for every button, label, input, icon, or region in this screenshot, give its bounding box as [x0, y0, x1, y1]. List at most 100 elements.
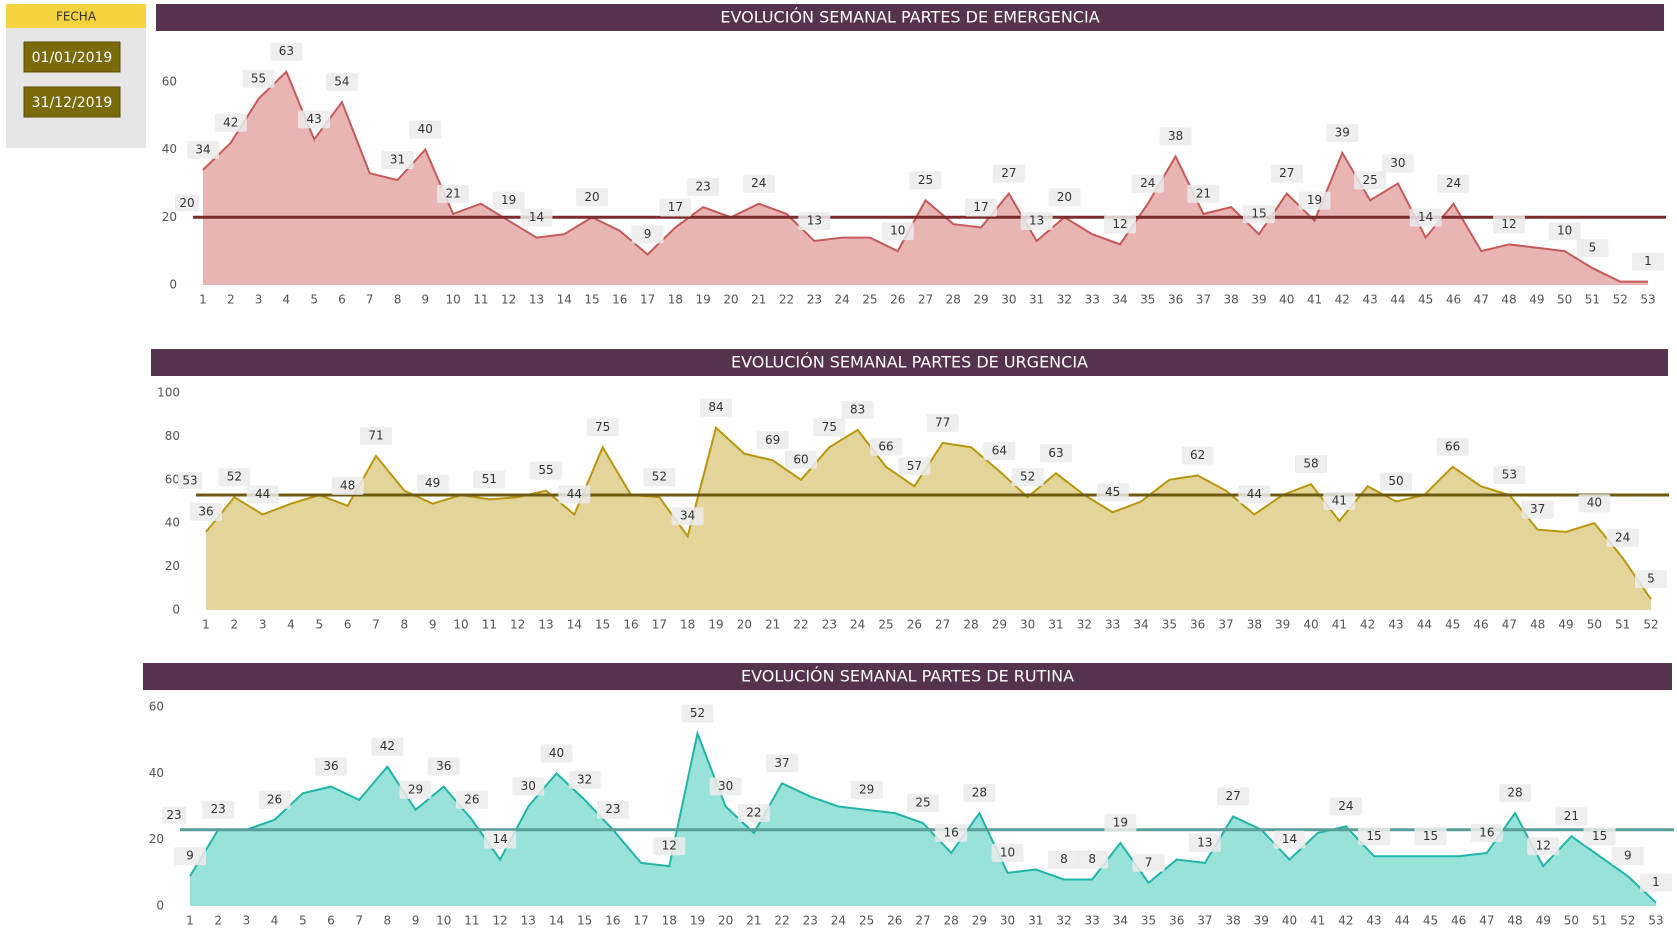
x-tick-label: 32 [1056, 914, 1071, 928]
x-tick-label: 12 [501, 293, 516, 307]
data-label-bg [492, 191, 525, 210]
data-label: 42 [223, 115, 238, 129]
data-label-bg [586, 418, 619, 437]
data-label: 21 [1564, 809, 1579, 823]
data-label-bg [427, 757, 460, 776]
x-tick-label: 26 [890, 293, 905, 307]
data-label: 23 [605, 802, 620, 816]
x-tick-label: 21 [765, 618, 780, 632]
x-tick-label: 50 [1564, 914, 1579, 928]
x-tick-label: 10 [436, 914, 451, 928]
x-tick-label: 53 [1648, 914, 1663, 928]
data-label-bg [1238, 485, 1271, 504]
x-tick-label: 3 [259, 618, 267, 632]
x-tick-label: 51 [1615, 618, 1630, 632]
data-label-bg [756, 431, 789, 450]
x-tick-label: 20 [723, 293, 738, 307]
data-label: 14 [1282, 832, 1297, 846]
data-label: 22 [746, 806, 761, 820]
data-label: 40 [1587, 496, 1602, 510]
data-label: 42 [380, 739, 395, 753]
x-tick-label: 53 [1640, 293, 1655, 307]
x-tick-label: 42 [1338, 914, 1353, 928]
data-label-bg [399, 780, 432, 799]
data-label-bg [1298, 191, 1331, 210]
data-label-bg [1011, 468, 1044, 487]
x-tick-label: 27 [918, 293, 933, 307]
x-tick-label: 37 [1218, 618, 1233, 632]
x-tick-label: 35 [1141, 914, 1156, 928]
data-label-bg [1635, 570, 1667, 589]
x-tick-label: 36 [1169, 914, 1184, 928]
data-label: 24 [1446, 176, 1461, 190]
x-tick-label: 31 [1028, 914, 1043, 928]
data-label-bg [520, 208, 553, 227]
data-label: 41 [1332, 494, 1347, 508]
x-tick-label: 2 [231, 618, 239, 632]
start-date-text[interactable]: 01/01/2019 [32, 50, 113, 66]
y-tick-label: 40 [162, 142, 177, 156]
data-label: 40 [418, 122, 433, 136]
line [189, 730, 1657, 904]
x-tick-label: 30 [1000, 914, 1015, 928]
data-label-bg [484, 830, 517, 849]
x-tick-label: 44 [1395, 914, 1410, 928]
data-label-bg [473, 470, 506, 489]
x-tick-label: 52 [1643, 618, 1658, 632]
data-label-bg [530, 461, 562, 480]
data-label-bg [1323, 492, 1356, 511]
data-label: 19 [1307, 193, 1322, 207]
data-label-bg [1606, 528, 1639, 547]
data-label: 69 [765, 433, 780, 447]
data-label-bg [742, 174, 775, 193]
data-label: 52 [1020, 470, 1035, 484]
reference-label-bg [175, 194, 199, 212]
y-tick-label: 20 [162, 210, 177, 224]
data-label-bg [246, 485, 279, 504]
x-tick-label: 11 [464, 914, 479, 928]
data-label-bg [1632, 252, 1664, 271]
x-tick-label: 9 [421, 293, 429, 307]
data-label: 37 [1530, 502, 1545, 516]
x-tick-label: 46 [1451, 914, 1466, 928]
y-tick-label: 60 [165, 472, 180, 486]
start-date[interactable] [23, 41, 121, 73]
x-tick-label: 39 [1275, 618, 1290, 632]
end-date-text[interactable]: 31/12/2019 [32, 95, 113, 111]
data-label: 53 [1502, 467, 1517, 481]
x-tick-label: 52 [1613, 293, 1628, 307]
data-label: 26 [267, 792, 282, 806]
x-tick-label: 51 [1585, 293, 1600, 307]
data-label-bg [1436, 437, 1469, 456]
x-tick-label: 6 [327, 914, 335, 928]
data-label-bg [325, 73, 358, 92]
data-label-bg [965, 198, 998, 217]
x-tick-label: 9 [412, 914, 420, 928]
x-tick-label: 17 [633, 914, 648, 928]
x-tick-label: 46 [1446, 293, 1461, 307]
data-label-bg [798, 211, 831, 230]
data-label: 66 [878, 439, 893, 453]
x-tick-label: 33 [1105, 618, 1120, 632]
x-tick-label: 36 [1168, 293, 1183, 307]
x-tick-label: 2 [214, 914, 222, 928]
x-tick-label: 49 [1529, 293, 1544, 307]
x-tick-label: 4 [287, 618, 295, 632]
chart-header [151, 349, 1668, 376]
x-tick-label: 18 [662, 914, 677, 928]
x-tick-label: 3 [243, 914, 251, 928]
data-label-bg [1273, 830, 1306, 849]
data-label-bg [314, 757, 347, 776]
data-label-bg [1047, 850, 1080, 869]
end-date[interactable] [23, 86, 121, 118]
data-label: 36 [436, 759, 451, 773]
x-tick-label: 5 [299, 914, 307, 928]
data-label-bg [631, 225, 664, 244]
x-tick-label: 43 [1388, 618, 1403, 632]
data-label: 55 [538, 463, 553, 477]
data-label: 34 [195, 142, 210, 156]
x-tick-label: 27 [915, 914, 930, 928]
x-tick-label: 40 [1282, 914, 1297, 928]
x-tick-label: 12 [510, 618, 525, 632]
